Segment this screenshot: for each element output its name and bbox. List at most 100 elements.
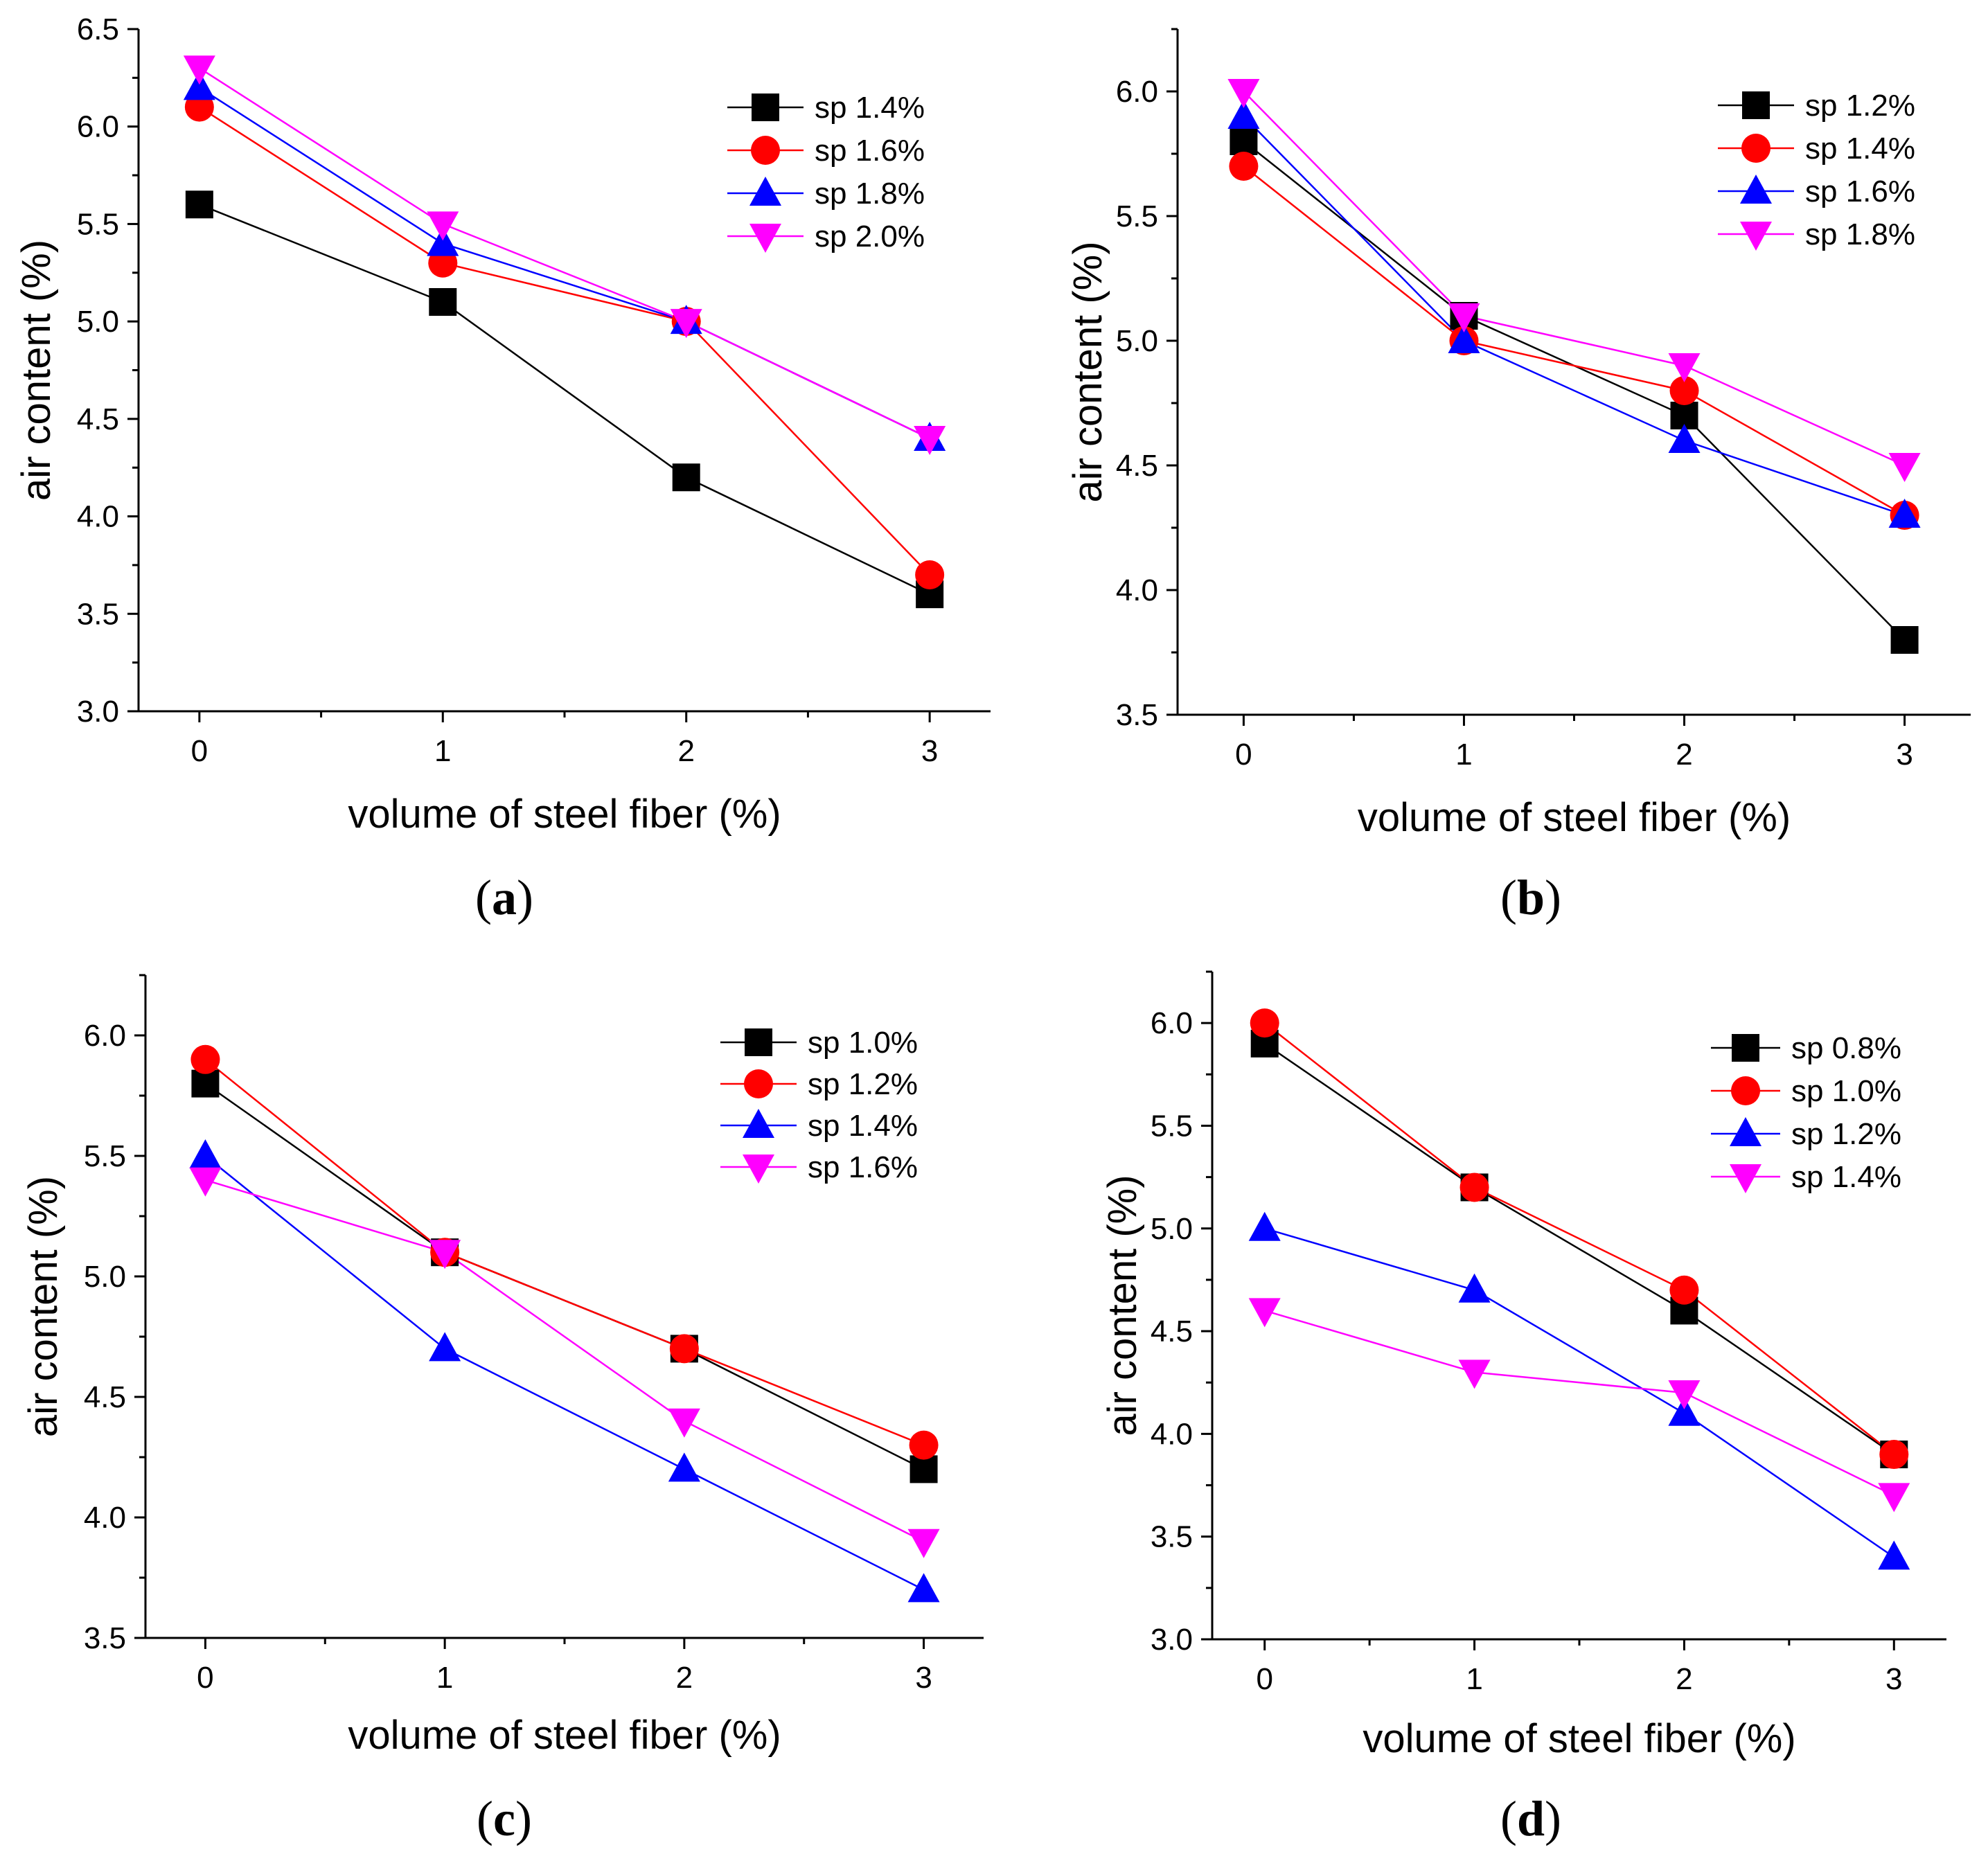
x-tick-label: 2 [1676, 1662, 1692, 1696]
y-tick-label: 4.5 [1116, 449, 1158, 483]
series-line-3 [1264, 1310, 1894, 1497]
legend: sp 0.8% sp 1.0% sp 1.2% sp 1.4% [1711, 1031, 1901, 1194]
data-point-3-2 [1668, 1380, 1701, 1410]
x-tick-label: 1 [436, 1661, 453, 1695]
series-line-0 [199, 204, 930, 596]
data-point-3-0 [1227, 79, 1260, 108]
y-tick-label: 3.0 [1151, 1623, 1193, 1657]
legend-label: sp 2.0% [815, 220, 925, 253]
legend-marker [1732, 1034, 1759, 1062]
y-tick-label: 6.0 [1116, 75, 1158, 109]
legend-label: sp 1.8% [815, 177, 925, 211]
legend-label: sp 1.4% [1805, 132, 1915, 166]
data-point-0-0 [1230, 127, 1258, 155]
data-point-2-2 [1668, 424, 1701, 453]
data-point-0-1 [429, 288, 457, 316]
data-point-2-1 [1458, 1273, 1491, 1303]
data-point-3-1 [1458, 1360, 1491, 1389]
series-line-2 [204, 1155, 925, 1591]
y-tick-label: 4.5 [77, 402, 119, 436]
y-tick-label: 4.5 [84, 1380, 126, 1414]
panel-label: (d) [1500, 1791, 1561, 1846]
y-tick-label: 5.0 [84, 1260, 126, 1294]
x-axis-title: volume of steel fiber (%) [348, 1713, 781, 1758]
data-point-3-2 [670, 309, 702, 339]
y-tick-label: 4.0 [1151, 1417, 1193, 1451]
x-tick-label: 3 [1885, 1662, 1902, 1696]
panel-label: (a) [475, 870, 533, 925]
data-point-1-1 [1459, 1173, 1489, 1202]
series-line-3 [205, 1179, 925, 1542]
data-point-3-2 [1668, 353, 1701, 382]
legend-label: sp 1.0% [808, 1026, 918, 1060]
series-line-1 [204, 1058, 925, 1446]
x-tick-label: 0 [191, 734, 208, 768]
data-point-1-0 [1250, 1008, 1279, 1038]
data-point-3-0 [183, 55, 215, 85]
data-point-2-2 [1668, 1396, 1701, 1426]
series-line-2 [1264, 1227, 1894, 1558]
x-axis-title: volume of steel fiber (%) [1358, 795, 1791, 840]
panel-label: (b) [1500, 870, 1561, 925]
data-point-3-0 [189, 1167, 222, 1197]
y-tick-label: 5.0 [77, 305, 119, 339]
y-tick-label: 5.5 [1151, 1109, 1193, 1143]
legend-label: sp 1.2% [1805, 89, 1915, 123]
data-point-3-3 [1878, 1483, 1910, 1513]
data-point-3-3 [1888, 453, 1921, 482]
y-tick-label: 6.0 [84, 1019, 126, 1053]
legend-label: sp 1.8% [1805, 217, 1915, 251]
legend-marker [745, 1028, 772, 1056]
data-point-3-2 [668, 1408, 700, 1438]
legend-label: sp 1.6% [808, 1150, 918, 1184]
data-point-3-0 [1248, 1298, 1281, 1328]
data-point-1-3 [915, 560, 945, 589]
data-point-2-1 [427, 226, 459, 256]
data-point-0-2 [672, 463, 700, 492]
legend-label: sp 1.2% [1791, 1117, 1901, 1151]
chart-panel-c: 3.5 4.0 4.5 5.0 5.5 6.0 0 1 2 3 volume of steel fi… [21, 974, 984, 1846]
data-point-3-1 [429, 1240, 461, 1269]
legend-marker [749, 224, 781, 253]
data-point-3-1 [427, 211, 459, 241]
y-tick-label: 4.0 [1116, 573, 1158, 607]
y-tick-label: 6.5 [77, 12, 119, 46]
y-tick-label: 4.5 [1151, 1314, 1193, 1348]
legend-label: sp 1.4% [1791, 1160, 1901, 1194]
legend-marker [743, 1155, 774, 1184]
legend-marker [1740, 175, 1772, 204]
y-tick-label: 3.5 [84, 1621, 126, 1655]
legend-label: sp 1.0% [1791, 1074, 1901, 1108]
series-line-2 [1243, 116, 1905, 517]
data-point-3-1 [1448, 303, 1480, 332]
legend-marker [1731, 1076, 1760, 1105]
x-tick-label: 0 [197, 1661, 213, 1695]
data-point-2-0 [189, 1139, 222, 1168]
x-tick-label: 3 [915, 1661, 932, 1695]
x-tick-label: 1 [1455, 738, 1472, 772]
legend-label: sp 0.8% [1791, 1031, 1901, 1065]
y-tick-label: 3.5 [1116, 698, 1158, 732]
series-line-1 [199, 106, 931, 576]
y-axis-title: air content (%) [1065, 241, 1110, 502]
x-tick-label: 2 [1676, 738, 1692, 772]
y-axis-title: air content (%) [1100, 1175, 1145, 1436]
data-point-1-3 [1879, 1440, 1909, 1470]
data-point-1-3 [909, 1430, 939, 1460]
legend: sp 1.2% sp 1.4% sp 1.6% sp 1.8% [1718, 89, 1915, 251]
data-point-3-3 [907, 1528, 940, 1558]
data-point-0-3 [1890, 626, 1919, 654]
y-tick-label: 4.0 [77, 500, 119, 534]
legend-label: sp 1.6% [815, 134, 925, 168]
x-axis-title: volume of steel fiber (%) [1363, 1716, 1795, 1761]
data-point-2-0 [183, 71, 215, 100]
panel-label: (c) [477, 1791, 532, 1846]
data-point-1-2 [1669, 376, 1699, 405]
legend-label: sp 1.4% [815, 91, 925, 125]
legend: sp 1.4% sp 1.6% sp 1.8% sp 2.0% [727, 91, 925, 253]
x-tick-label: 0 [1256, 1662, 1272, 1696]
y-tick-label: 6.0 [77, 110, 119, 144]
chart-panel-a: 3.0 3.5 4.0 4.5 5.0 5.5 6.0 6.5 0 1 2 3 volume of st… [14, 12, 991, 925]
y-tick-label: 3.0 [77, 695, 119, 729]
legend-label: sp 1.4% [808, 1109, 918, 1143]
